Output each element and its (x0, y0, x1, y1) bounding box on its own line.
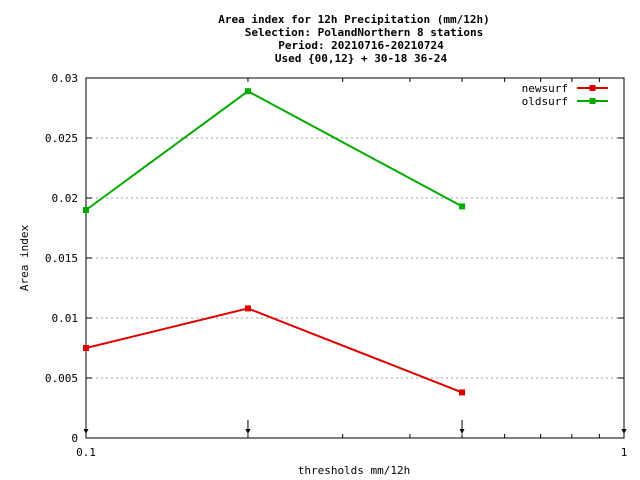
data-point-oldsurf-0 (83, 207, 89, 213)
legend-marker-newsurf (589, 85, 596, 91)
y-tick-label-3: 0.015 (45, 252, 78, 265)
title-line-3: Period: 20210716-20210724 (278, 39, 444, 52)
title-line-4: Used {00,12} + 30-18 36-24 (275, 52, 448, 65)
threshold-marker-arrow-2 (459, 429, 465, 434)
x-axis-ticks: 0.1 1 (76, 78, 627, 459)
data-point-oldsurf-1 (244, 88, 251, 95)
data-point-newsurf-1 (244, 305, 251, 312)
legend-label-oldsurf: oldsurf (522, 95, 568, 108)
y-axis-ticks: 0 0.005 0.01 0.015 0.02 0.025 0.03 (45, 72, 624, 445)
series-line-newsurf (85, 307, 463, 394)
threshold-markers (83, 420, 627, 434)
y-axis-label: Area index (18, 225, 31, 292)
chart-title: Area index for 12h Precipitation (mm/12h… (218, 13, 490, 65)
y-tick-label-1: 0.005 (45, 372, 78, 385)
legend-marker-oldsurf (589, 98, 596, 104)
series-line-oldsurf (85, 90, 463, 211)
data-point-oldsurf-2 (459, 203, 466, 210)
y-tick-label-2: 0.01 (52, 312, 79, 325)
data-series (83, 88, 466, 396)
x-axis-label: thresholds mm/12h (298, 464, 411, 477)
x-tick-label-0: 0.1 (76, 446, 96, 459)
threshold-marker-arrow-3 (621, 429, 627, 434)
title-line-1: Area index for 12h Precipitation (mm/12h… (218, 13, 490, 26)
threshold-marker-arrow-0 (83, 429, 89, 434)
threshold-marker-arrow-1 (245, 429, 251, 434)
y-tick-label-0: 0 (71, 432, 78, 445)
y-tick-label-6: 0.03 (52, 72, 79, 85)
title-line-2: Selection: PolandNorthern 8 stations (245, 26, 483, 39)
y-tick-label-4: 0.02 (52, 192, 79, 205)
x-tick-label-1: 1 (621, 446, 628, 459)
y-tick-label-5: 0.025 (45, 132, 78, 145)
grid-lines (86, 137, 624, 379)
data-point-newsurf-0 (83, 345, 89, 351)
data-point-newsurf-2 (459, 389, 466, 396)
legend-label-newsurf: newsurf (522, 82, 568, 95)
